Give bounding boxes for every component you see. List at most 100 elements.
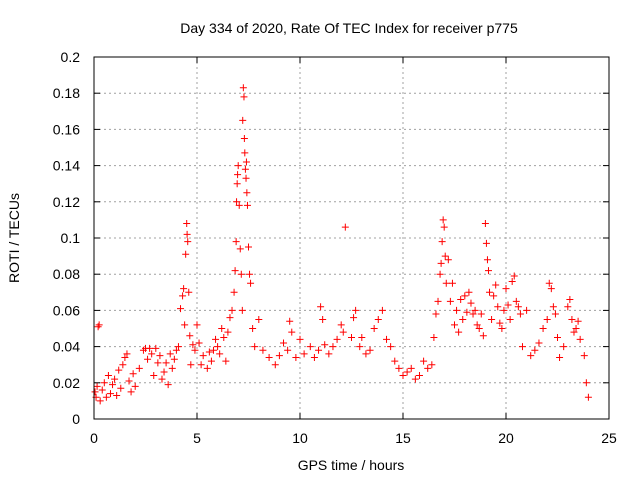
data-point — [439, 216, 447, 224]
data-point — [100, 379, 108, 387]
data-point — [440, 223, 448, 231]
data-point — [580, 352, 588, 360]
data-point — [469, 310, 477, 318]
y-axis-ticks: 0 0.02 0.04 0.06 0.08 0.1 0.12 0.14 0.16 0.18 0.2 — [53, 49, 609, 427]
data-point — [199, 352, 207, 360]
chart-title: Day 334 of 2020, Rate Of TEC Index for r… — [180, 20, 518, 36]
data-point — [232, 238, 240, 246]
x-tick-label: 20 — [498, 430, 514, 446]
data-point — [506, 315, 514, 323]
y-tick-label: 0.06 — [53, 302, 80, 318]
data-point — [121, 353, 129, 361]
data-point — [177, 305, 185, 313]
data-point — [448, 279, 456, 287]
data-point — [224, 328, 232, 336]
data-point — [131, 382, 139, 390]
data-point — [453, 306, 461, 314]
data-point — [556, 353, 564, 361]
data-point — [430, 334, 438, 342]
data-point — [96, 397, 104, 405]
data-point — [436, 270, 444, 278]
data-point — [442, 279, 450, 287]
data-point — [518, 343, 526, 351]
data-point — [510, 272, 518, 280]
data-points — [91, 84, 592, 405]
data-point — [146, 344, 154, 352]
data-point — [378, 306, 386, 314]
data-point — [549, 303, 557, 311]
data-point — [407, 364, 415, 372]
data-point — [180, 285, 188, 293]
x-tick-label: 15 — [395, 430, 411, 446]
data-point — [170, 355, 178, 363]
data-point — [514, 303, 522, 311]
data-point — [391, 357, 399, 365]
data-point — [234, 162, 242, 170]
data-point — [576, 335, 584, 343]
data-point — [228, 306, 236, 314]
data-point — [411, 375, 419, 383]
data-point — [420, 357, 428, 365]
data-point — [195, 339, 203, 347]
data-point — [158, 375, 166, 383]
data-point — [123, 350, 131, 358]
data-point — [174, 343, 182, 351]
data-point — [235, 201, 243, 209]
data-point — [243, 201, 251, 209]
data-point — [432, 310, 440, 318]
data-point — [117, 384, 125, 392]
data-point — [239, 116, 247, 124]
data-point — [148, 350, 156, 358]
data-point — [551, 310, 559, 318]
data-point — [241, 165, 249, 173]
data-point — [183, 230, 191, 238]
data-point — [251, 343, 259, 351]
data-point — [512, 297, 520, 305]
data-point — [119, 361, 127, 369]
data-point — [271, 361, 279, 369]
data-point — [242, 174, 250, 182]
data-point — [91, 388, 99, 396]
data-point — [545, 279, 553, 287]
data-point — [241, 149, 249, 157]
data-point — [164, 381, 172, 389]
data-point — [482, 239, 490, 247]
data-point — [129, 370, 137, 378]
data-point — [465, 288, 473, 296]
data-point — [461, 292, 469, 300]
data-point — [444, 256, 452, 264]
data-point — [242, 158, 250, 166]
data-point — [362, 350, 370, 358]
data-point — [463, 308, 471, 316]
x-tick-label: 10 — [292, 430, 308, 446]
data-point — [191, 346, 199, 354]
data-point — [543, 315, 551, 323]
data-point — [218, 325, 226, 332]
y-tick-label: 0.04 — [53, 339, 80, 355]
data-point — [243, 189, 251, 197]
data-point — [93, 382, 101, 390]
data-point — [212, 335, 220, 343]
data-point — [95, 321, 103, 329]
data-point — [127, 388, 135, 396]
data-point — [186, 332, 194, 340]
y-axis-label: ROTI / TECUs — [6, 193, 22, 283]
data-point — [564, 303, 572, 311]
data-point — [255, 315, 263, 323]
data-point — [306, 343, 314, 351]
data-point — [231, 267, 239, 275]
data-point — [193, 321, 201, 329]
data-point — [179, 292, 187, 300]
data-point — [516, 310, 524, 318]
data-point — [154, 359, 162, 367]
data-point — [584, 393, 592, 401]
y-tick-label: 0.2 — [61, 49, 81, 65]
data-point — [352, 306, 360, 314]
data-point — [329, 343, 337, 351]
data-point — [387, 343, 395, 351]
data-point — [358, 334, 366, 342]
data-point — [94, 323, 102, 331]
data-point — [502, 285, 510, 293]
data-point — [230, 288, 238, 296]
data-point — [428, 361, 436, 369]
